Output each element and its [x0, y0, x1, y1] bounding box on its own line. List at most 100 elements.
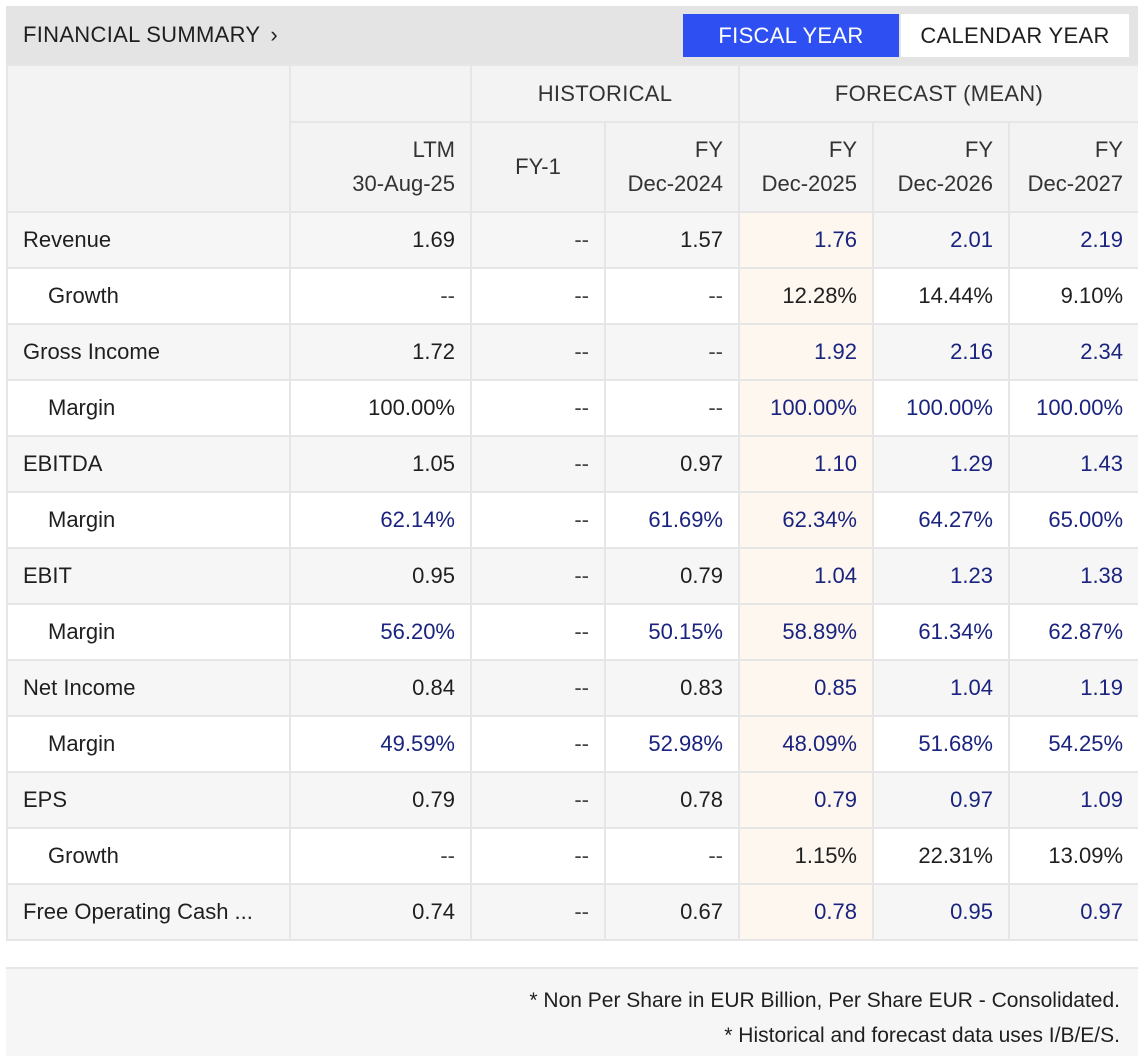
- value-cell: 100.00%: [289, 379, 472, 437]
- value-cell: 0.79: [289, 771, 472, 829]
- column-header-line2: Dec-2024: [627, 171, 723, 196]
- table-row: Margin 100.00% -- -- 100.00% 100.00% 100.00%: [6, 379, 1138, 437]
- financial-table-container: HISTORICAL FORECAST (MEAN) LTM 30-Aug-25 F…: [6, 64, 1138, 941]
- value-cell: 58.89%: [738, 603, 874, 661]
- value-cell: 0.78: [604, 771, 740, 829]
- calendar-year-button[interactable]: CALENDAR YEAR: [901, 14, 1129, 57]
- row-label: Growth: [6, 267, 291, 325]
- row-label: Margin: [6, 379, 291, 437]
- value-cell: --: [289, 267, 472, 325]
- value-cell: --: [470, 827, 606, 885]
- table-row: EBITDA 1.05 -- 0.97 1.10 1.29 1.43: [6, 435, 1138, 493]
- column-header-line2: Dec-2027: [1027, 171, 1124, 196]
- footnote-source: * Historical and forecast data uses I/B/…: [724, 1024, 1120, 1047]
- value-cell: 49.59%: [289, 715, 472, 773]
- value-cell: --: [470, 211, 606, 269]
- value-cell: 12.28%: [738, 267, 874, 325]
- value-cell: --: [470, 435, 606, 493]
- value-cell: 62.34%: [738, 491, 874, 549]
- column-header-3: FY Dec-2025: [738, 121, 874, 213]
- value-cell: 0.83: [604, 659, 740, 717]
- value-cell: 1.72: [289, 323, 472, 381]
- value-cell: 1.10: [738, 435, 874, 493]
- group-forecast: FORECAST (MEAN): [737, 64, 1138, 123]
- value-cell: 100.00%: [872, 379, 1010, 437]
- table-row: EBIT 0.95 -- 0.79 1.04 1.23 1.38: [6, 547, 1138, 605]
- value-cell: 2.34: [1007, 323, 1138, 381]
- value-cell: 64.27%: [872, 491, 1010, 549]
- row-label: Growth: [6, 827, 291, 885]
- value-cell: --: [470, 659, 606, 717]
- ltm-group-cell: [289, 64, 472, 123]
- table-row: Net Income 0.84 -- 0.83 0.85 1.04 1.19: [6, 659, 1138, 717]
- value-cell: 54.25%: [1007, 715, 1138, 773]
- value-cell: --: [604, 827, 740, 885]
- header-bar: FINANCIAL SUMMARY › FISCAL YEAR CALENDAR …: [6, 6, 1138, 64]
- group-historical: HISTORICAL: [470, 64, 740, 123]
- value-cell: 1.04: [872, 659, 1010, 717]
- value-cell: 61.34%: [872, 603, 1010, 661]
- value-cell: --: [289, 827, 472, 885]
- value-cell: 1.43: [1007, 435, 1138, 493]
- table-row: Margin 62.14% -- 61.69% 62.34% 64.27% 65.00%: [6, 491, 1138, 549]
- value-cell: 52.98%: [604, 715, 740, 773]
- financial-summary-link[interactable]: FINANCIAL SUMMARY ›: [23, 6, 278, 64]
- column-header-line1: LTM: [412, 137, 455, 162]
- value-cell: 1.92: [738, 323, 874, 381]
- value-cell: 1.38: [1007, 547, 1138, 605]
- table-row: Revenue 1.69 -- 1.57 1.76 2.01 2.19: [6, 211, 1138, 269]
- value-cell: 0.74: [289, 883, 472, 941]
- value-cell: 62.87%: [1007, 603, 1138, 661]
- value-cell: 14.44%: [872, 267, 1010, 325]
- column-header-1: FY-1: [470, 121, 606, 213]
- value-cell: --: [470, 603, 606, 661]
- fiscal-year-button[interactable]: FISCAL YEAR: [683, 14, 899, 57]
- value-cell: 0.78: [738, 883, 874, 941]
- value-cell: 50.15%: [604, 603, 740, 661]
- footnote-currency: * Non Per Share in EUR Billion, Per Shar…: [529, 989, 1120, 1012]
- value-cell: 1.29: [872, 435, 1010, 493]
- table-row: Growth -- -- -- 1.15% 22.31% 13.09%: [6, 827, 1138, 885]
- value-cell: 48.09%: [738, 715, 874, 773]
- table-row: Gross Income 1.72 -- -- 1.92 2.16 2.34: [6, 323, 1138, 381]
- value-cell: 65.00%: [1007, 491, 1138, 549]
- value-cell: 0.97: [1007, 883, 1138, 941]
- value-cell: --: [470, 267, 606, 325]
- table-row: Free Operating Cash ... 0.74 -- 0.67 0.78 0.9…: [6, 883, 1138, 941]
- value-cell: 2.19: [1007, 211, 1138, 269]
- corner-cell: [6, 64, 291, 213]
- chevron-right-icon: ›: [270, 22, 278, 47]
- value-cell: --: [470, 715, 606, 773]
- column-header-line1: FY-1: [515, 154, 561, 179]
- value-cell: --: [470, 771, 606, 829]
- value-cell: --: [604, 267, 740, 325]
- value-cell: 2.16: [872, 323, 1010, 381]
- footnotes: * Non Per Share in EUR Billion, Per Shar…: [6, 967, 1138, 1056]
- table-row: Margin 49.59% -- 52.98% 48.09% 51.68% 54.25%: [6, 715, 1138, 773]
- column-header-line2: 30-Aug-25: [352, 171, 455, 196]
- table-row: EPS 0.79 -- 0.78 0.79 0.97 1.09: [6, 771, 1138, 829]
- value-cell: 1.23: [872, 547, 1010, 605]
- column-header-line1: FY: [694, 137, 723, 162]
- header-title: FINANCIAL SUMMARY: [23, 22, 261, 47]
- value-cell: 1.19: [1007, 659, 1138, 717]
- column-header-2: FY Dec-2024: [604, 121, 740, 213]
- value-cell: 100.00%: [738, 379, 874, 437]
- value-cell: 0.84: [289, 659, 472, 717]
- financial-summary-widget: FINANCIAL SUMMARY › FISCAL YEAR CALENDAR …: [6, 6, 1138, 1056]
- value-cell: --: [470, 883, 606, 941]
- value-cell: 0.95: [289, 547, 472, 605]
- value-cell: 1.04: [738, 547, 874, 605]
- value-cell: 51.68%: [872, 715, 1010, 773]
- value-cell: 13.09%: [1007, 827, 1138, 885]
- column-header-0: LTM 30-Aug-25: [289, 121, 472, 213]
- value-cell: 2.01: [872, 211, 1010, 269]
- value-cell: 0.97: [604, 435, 740, 493]
- row-label: Gross Income: [6, 323, 291, 381]
- value-cell: 0.95: [872, 883, 1010, 941]
- table-row: Growth -- -- -- 12.28% 14.44% 9.10%: [6, 267, 1138, 325]
- value-cell: 0.97: [872, 771, 1010, 829]
- row-label: Margin: [6, 715, 291, 773]
- value-cell: 9.10%: [1007, 267, 1138, 325]
- value-cell: 56.20%: [289, 603, 472, 661]
